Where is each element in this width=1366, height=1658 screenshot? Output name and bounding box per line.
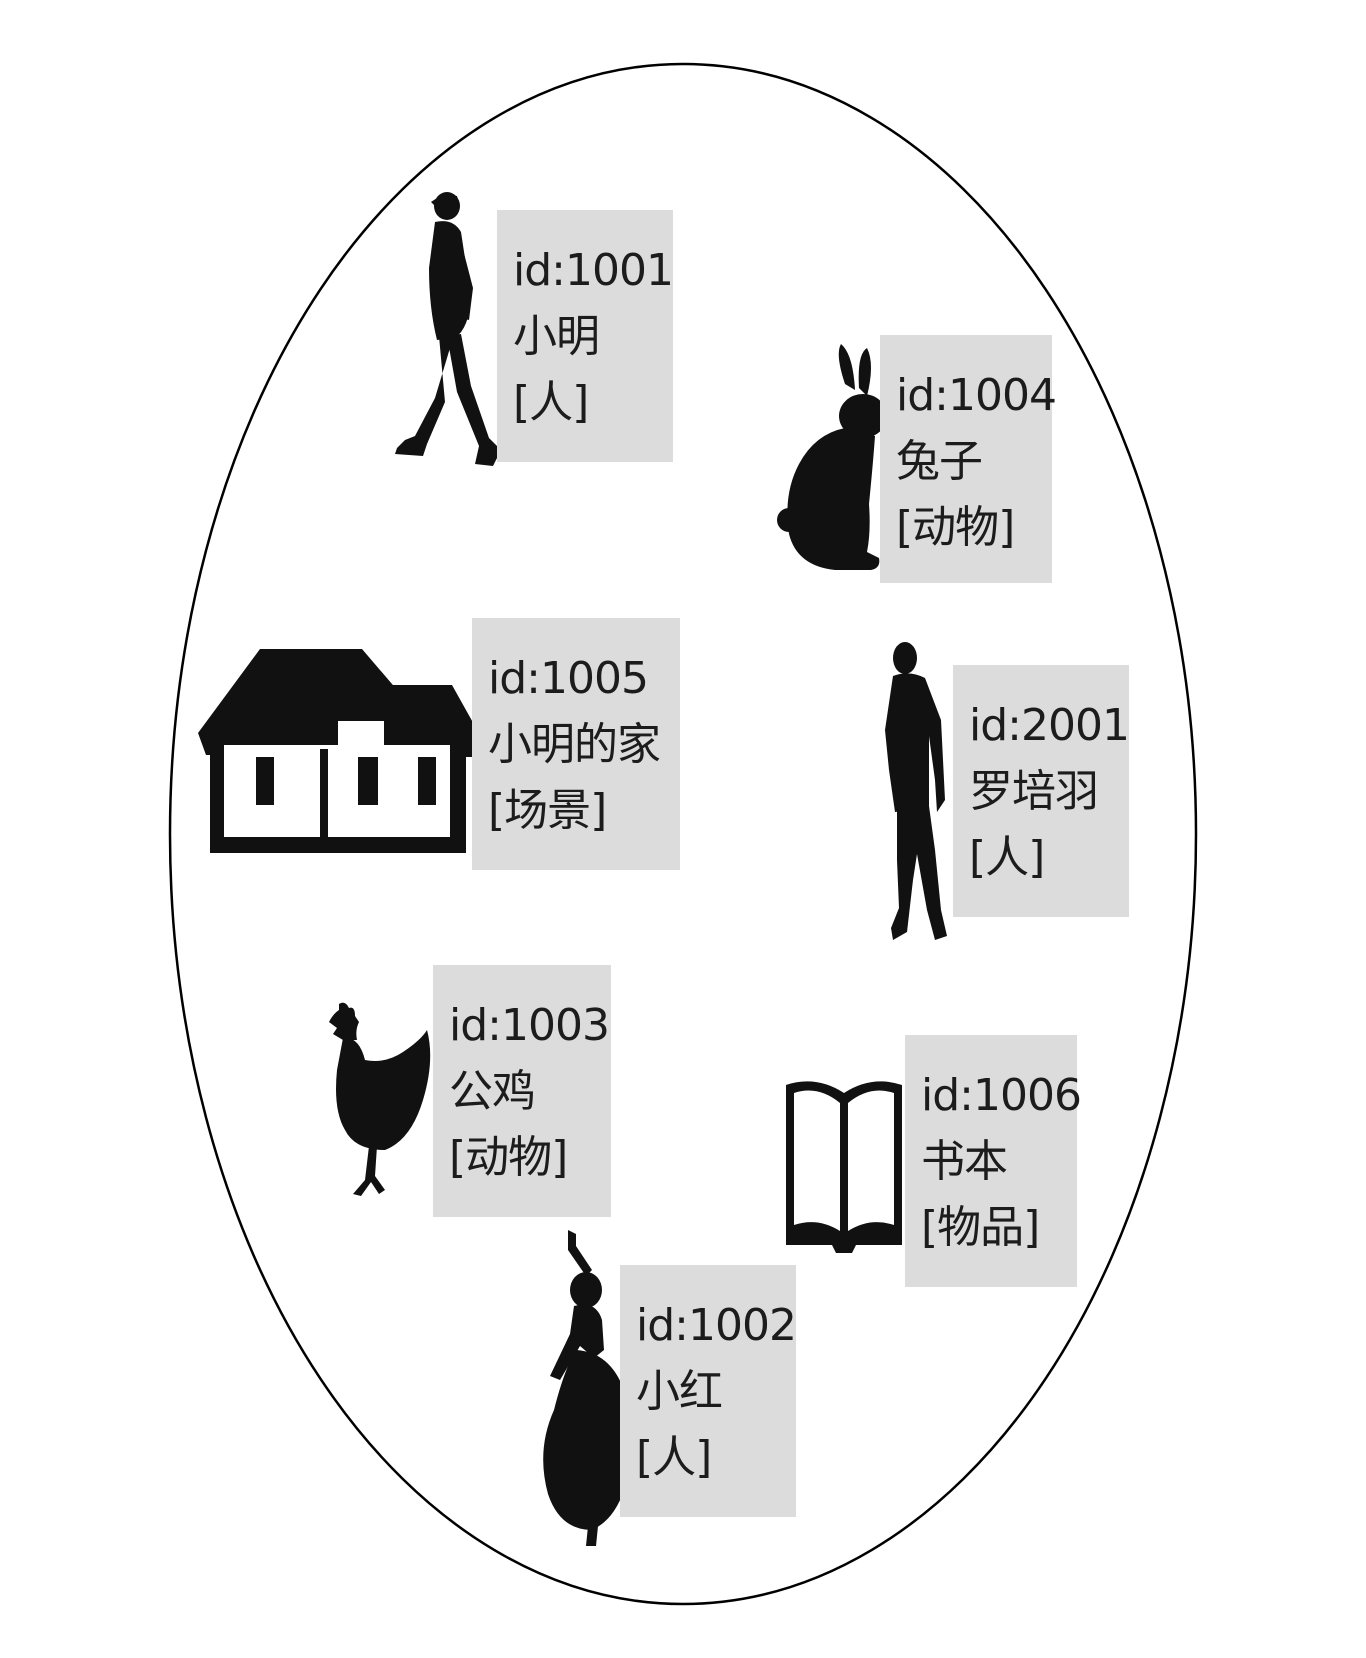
entity-type: [动物] bbox=[449, 1132, 568, 1183]
label-card: id:1005 小明的家 [场景] bbox=[472, 618, 680, 870]
entity-name: 公鸡 bbox=[449, 1066, 536, 1117]
label-card: id:1004 兔子 [动物] bbox=[880, 335, 1057, 583]
entity-name: 小红 bbox=[636, 1366, 723, 1417]
entity-name: 罗培羽 bbox=[969, 766, 1099, 817]
entity-id: id:1005 bbox=[488, 653, 649, 704]
entity-name: 书本 bbox=[921, 1136, 1008, 1187]
rabbit-icon bbox=[777, 344, 887, 570]
entity-type: [人] bbox=[636, 1432, 712, 1483]
entity-id: id:1002 bbox=[636, 1300, 797, 1351]
label-card: id:1001 小明 [人] bbox=[497, 210, 674, 462]
entity-name: 兔子 bbox=[896, 436, 983, 487]
entity-type: [动物] bbox=[896, 502, 1015, 553]
open-book-icon bbox=[786, 1081, 902, 1253]
entity-id: id:1004 bbox=[896, 370, 1057, 421]
label-card: id:1006 书本 [物品] bbox=[905, 1035, 1082, 1287]
label-card: id:2001 罗培羽 [人] bbox=[953, 665, 1130, 917]
label-card: id:1003 公鸡 [动物] bbox=[433, 965, 611, 1217]
entity-type: [人] bbox=[969, 832, 1045, 883]
entity-id: id:1003 bbox=[449, 1000, 610, 1051]
label-card: id:1002 小红 [人] bbox=[620, 1265, 797, 1517]
entity-type: [物品] bbox=[921, 1202, 1040, 1253]
standing-man-icon bbox=[885, 642, 947, 940]
house-icon bbox=[198, 649, 490, 853]
entity-name: 小明的家 bbox=[488, 719, 661, 770]
entity-name: 小明 bbox=[513, 311, 600, 362]
entity-id: id:1001 bbox=[513, 245, 674, 296]
dancing-woman-icon bbox=[543, 1230, 631, 1546]
entity-type: [场景] bbox=[488, 785, 607, 836]
entity-id: id:2001 bbox=[969, 700, 1130, 751]
chicken-icon bbox=[329, 1002, 431, 1196]
entity-id: id:1006 bbox=[921, 1070, 1082, 1121]
walking-man-icon bbox=[395, 192, 501, 466]
entity-type: [人] bbox=[513, 377, 589, 428]
